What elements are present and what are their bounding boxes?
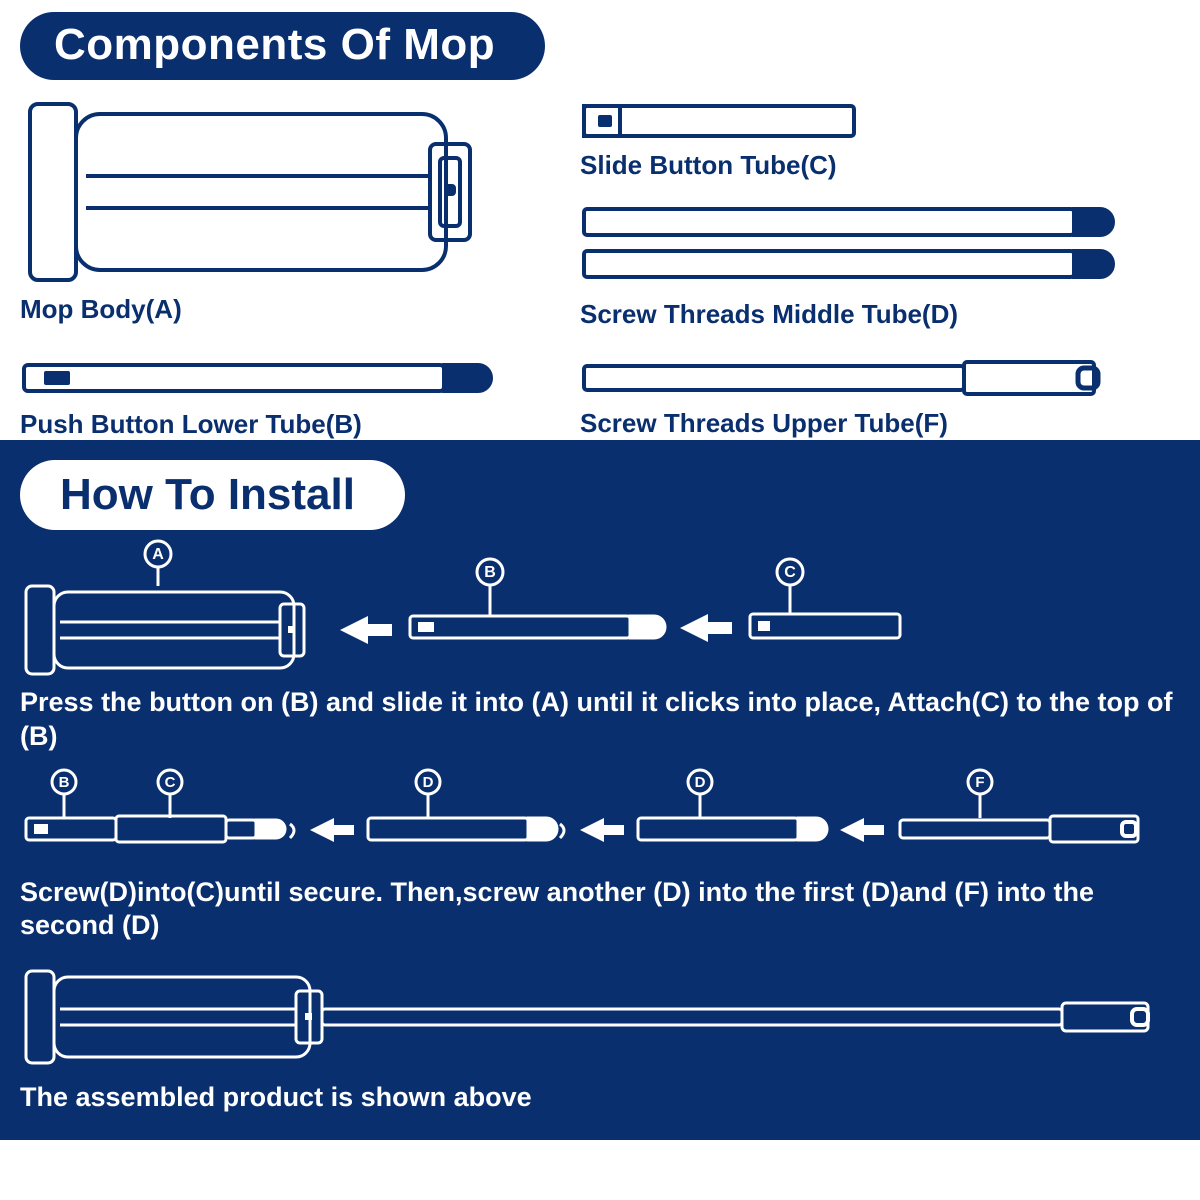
components-right-column: Slide Button Tube(C) Screw Threads Middl… [580, 98, 1180, 440]
label-mop-body: Mop Body(A) [20, 294, 520, 325]
svg-text:B: B [484, 564, 496, 581]
step3-text: The assembled product is shown above [20, 1081, 1180, 1115]
components-left-column: Mop Body(A) Push Button Lower Tube(B) [20, 98, 520, 440]
svg-text:A: A [152, 546, 164, 563]
label-slide-button-tube: Slide Button Tube(C) [580, 150, 1180, 181]
install-title: How To Install [20, 460, 405, 530]
mop-body-diagram [20, 98, 520, 288]
svg-text:B: B [59, 774, 70, 791]
label-push-button-tube: Push Button Lower Tube(B) [20, 409, 520, 440]
slide-button-tube-diagram [580, 98, 1140, 144]
upper-tube-diagram [580, 356, 1140, 402]
label-upper-tube: Screw Threads Upper Tube(F) [580, 408, 1180, 439]
components-grid: Mop Body(A) Push Button Lower Tube(B) [20, 98, 1180, 440]
svg-text:D: D [695, 774, 706, 791]
install-section: How To Install A B [0, 440, 1200, 1140]
step2-text: Screw(D)into(C)until secure. Then,screw … [20, 876, 1180, 944]
middle-tube-diagram [580, 203, 1140, 293]
svg-text:F: F [975, 774, 984, 791]
step1-text: Press the button on (B) and slide it int… [20, 686, 1180, 754]
push-button-tube-diagram [20, 353, 520, 403]
svg-text:D: D [423, 774, 434, 791]
components-section: Components Of Mop [0, 0, 1200, 440]
label-middle-tube: Screw Threads Middle Tube(D) [580, 299, 1180, 330]
step1-diagram: A B C [20, 538, 1180, 678]
components-title: Components Of Mop [20, 12, 545, 80]
svg-text:C: C [165, 774, 176, 791]
assembled-diagram [20, 957, 1180, 1077]
step2-diagram: B C D D [20, 768, 1180, 868]
svg-text:C: C [784, 564, 796, 581]
